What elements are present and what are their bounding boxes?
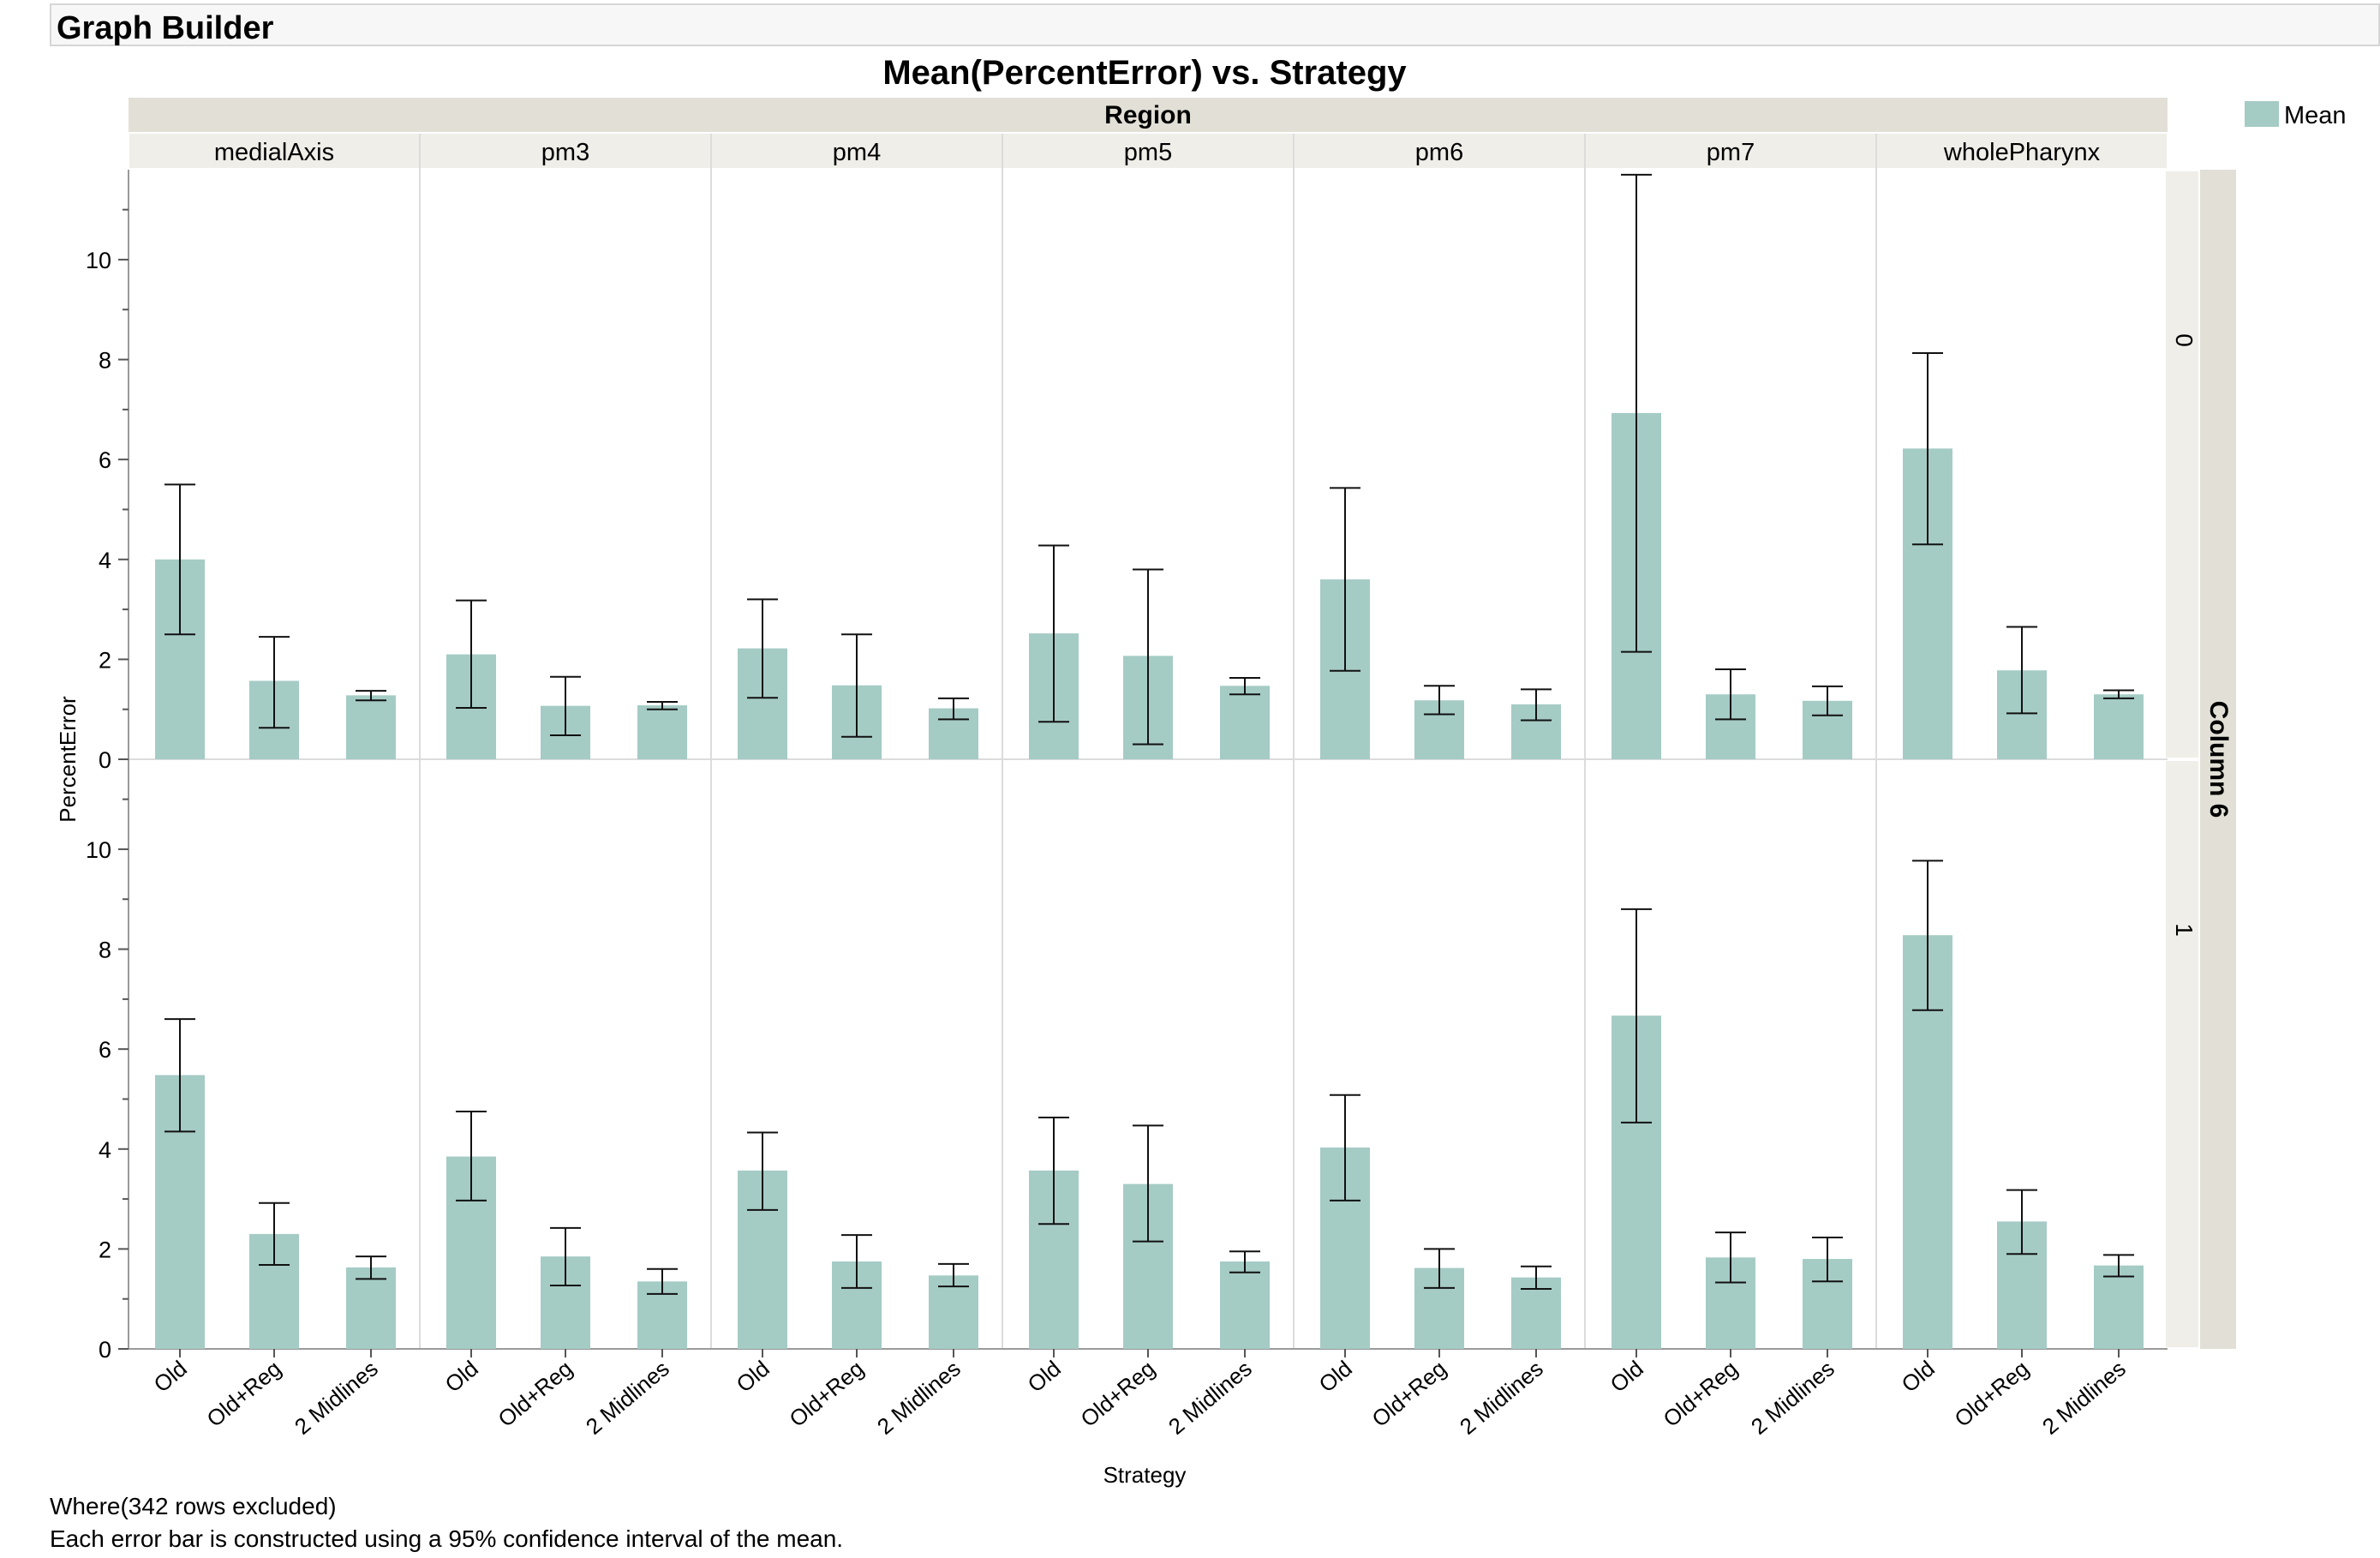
region-label-cell: [1003, 134, 1293, 168]
region-label-cell: [1877, 134, 2167, 168]
bar: [346, 695, 396, 759]
bar: [346, 1267, 396, 1349]
row-label-cell: [2166, 171, 2198, 758]
y-tick-label: 2: [99, 647, 111, 673]
x-tick-label: Old: [440, 1356, 483, 1398]
bar: [929, 1275, 978, 1349]
row-label: 1: [2171, 923, 2198, 937]
error-bar-note: Each error bar is constructed using a 95…: [50, 1525, 844, 1552]
x-tick-label: Old: [1023, 1356, 1066, 1398]
region-label-cell: [421, 134, 710, 168]
y-tick-label: 0: [99, 747, 111, 773]
x-tick-label: 2 Midlines: [290, 1356, 383, 1440]
x-tick-label: 2 Midlines: [2037, 1356, 2131, 1440]
region-label: medialAxis: [214, 139, 334, 166]
region-label: pm6: [1415, 139, 1463, 166]
y-tick-label: 4: [99, 548, 111, 573]
region-label: pm7: [1707, 139, 1755, 166]
y-tick-label: 4: [99, 1137, 111, 1163]
region-header-band: [129, 98, 2168, 132]
x-tick-label: 2 Midlines: [581, 1356, 674, 1440]
bar: [637, 705, 687, 759]
y-tick-label: 6: [99, 1037, 111, 1063]
row-group-title: Column 6: [2204, 701, 2233, 818]
x-tick-label: Old+Reg: [784, 1356, 868, 1432]
x-axis-label: Strategy: [1103, 1462, 1187, 1488]
x-tick-label: Old+Reg: [1949, 1356, 2033, 1432]
bar: [1220, 686, 1270, 759]
y-tick-label: 0: [99, 1337, 111, 1363]
bar: [2094, 694, 2144, 759]
x-tick-label: 2 Midlines: [872, 1356, 966, 1440]
chart-title: Mean(PercentError) vs. Strategy: [882, 54, 1407, 92]
y-tick-label: 8: [99, 938, 111, 963]
x-tick-label: Old+Reg: [1366, 1356, 1450, 1432]
row-group-band: [2200, 170, 2236, 1349]
x-tick-label: 2 Midlines: [1163, 1356, 1257, 1440]
window-title: Graph Builder: [57, 10, 274, 46]
y-tick-label: 10: [86, 837, 111, 863]
where-note: Where(342 rows excluded): [50, 1493, 337, 1519]
region-label: wholePharynx: [1943, 139, 2101, 166]
y-tick-label: 2: [99, 1237, 111, 1262]
region-label: pm5: [1124, 139, 1172, 166]
x-tick-label: Old: [732, 1356, 774, 1398]
x-tick-label: Old+Reg: [201, 1356, 285, 1432]
row-label-cell: [2166, 761, 2198, 1347]
bar: [1220, 1261, 1270, 1349]
y-tick-label: 10: [86, 248, 111, 273]
y-tick-label: 8: [99, 348, 111, 374]
legend-label: Mean: [2284, 102, 2347, 129]
region-label: pm4: [833, 139, 881, 166]
bar: [2094, 1265, 2144, 1349]
region-label: pm3: [541, 139, 589, 166]
y-axis-label: PercentError: [55, 696, 81, 823]
x-tick-label: 2 Midlines: [1746, 1356, 1839, 1440]
region-label-cell: [712, 134, 1002, 168]
x-tick-label: Old+Reg: [1075, 1356, 1159, 1432]
x-tick-label: Old: [1314, 1356, 1357, 1398]
y-tick-label: 6: [99, 447, 111, 473]
region-label-cell: [129, 134, 419, 168]
x-tick-label: Old: [1897, 1356, 1940, 1398]
region-label-cell: [1295, 134, 1584, 168]
region-label-cell: [1586, 134, 1875, 168]
x-tick-label: 2 Midlines: [1455, 1356, 1548, 1440]
legend-swatch: [2245, 101, 2279, 127]
row-label: 0: [2171, 333, 2198, 347]
region-header-title: Region: [1104, 101, 1192, 129]
x-tick-label: Old: [149, 1356, 192, 1398]
x-tick-label: Old+Reg: [493, 1356, 577, 1432]
x-tick-label: Old+Reg: [1658, 1356, 1742, 1432]
graph-builder-title-bar: Graph Builder: [50, 3, 2380, 46]
x-tick-label: Old: [1606, 1356, 1648, 1398]
